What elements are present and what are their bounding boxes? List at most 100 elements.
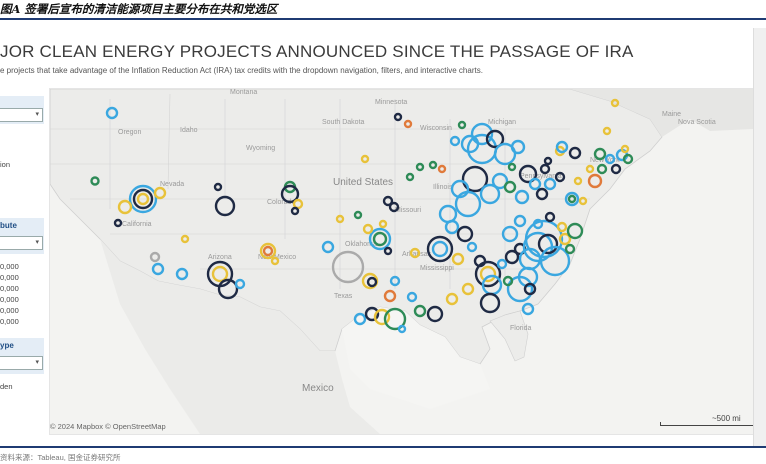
project-marker — [368, 227, 392, 251]
project-marker — [479, 265, 497, 283]
chevron-down-icon: ▾ — [35, 111, 39, 118]
project-marker — [593, 147, 607, 161]
project-marker — [514, 189, 530, 205]
bottom-rule — [0, 446, 766, 448]
project-map[interactable]: Montana Oregon Idaho Wyoming South Dakot… — [49, 88, 754, 435]
project-marker — [470, 122, 494, 146]
project-marker — [428, 160, 438, 170]
project-marker — [353, 312, 367, 326]
florida-land — [489, 310, 529, 362]
mexico-land — [100, 239, 380, 434]
map-label-missouri: Missouri — [395, 207, 422, 214]
map-label-oklahoma: Oklahoma — [345, 241, 377, 248]
chevron-down-icon: ▾ — [35, 359, 39, 366]
project-marker — [292, 198, 304, 210]
project-marker — [573, 176, 583, 186]
map-label-texas: Texas — [334, 293, 353, 300]
map-label-pennsylvania: Pennsylvania — [520, 173, 562, 180]
source-note: 资料来源：Tableau, 国金证券研究所 — [0, 453, 121, 462]
filter-dropdown-attribute[interactable]: ▾ — [0, 236, 43, 250]
project-marker — [388, 201, 400, 213]
project-marker — [335, 214, 345, 224]
project-marker — [496, 258, 508, 270]
filter-dropdown-1[interactable]: ▾ — [0, 108, 43, 122]
project-marker — [389, 275, 401, 287]
project-marker — [280, 184, 300, 204]
map-label-country: United States — [333, 177, 394, 188]
project-marker — [610, 163, 622, 175]
project-marker — [554, 171, 566, 183]
project-marker — [444, 219, 460, 235]
project-marker — [113, 218, 123, 228]
map-label-maine: Maine — [662, 111, 682, 118]
project-marker — [523, 282, 537, 296]
project-marker — [431, 240, 449, 258]
map-label-south-dakota: South Dakota — [322, 119, 365, 126]
project-marker — [566, 222, 584, 240]
project-marker — [105, 106, 119, 120]
state-borders — [50, 93, 610, 289]
scale-bar — [660, 422, 758, 426]
project-marker — [373, 308, 391, 326]
project-marker — [503, 180, 517, 194]
scale-label: ~500 mi — [712, 414, 741, 423]
project-marker — [383, 246, 393, 256]
project-marker — [450, 179, 470, 199]
project-marker — [513, 214, 527, 228]
canada-land — [50, 89, 753, 137]
project-marker — [461, 282, 475, 296]
project-marker — [383, 289, 397, 303]
project-marker — [504, 249, 520, 265]
page-title: JOR CLEAN ENERGY PROJECTS ANNOUNCED SINC… — [0, 42, 634, 61]
map-label-colorado: Colorado — [267, 199, 296, 206]
figure-caption: 图A 签署后宣布的清洁能源项目主要分布在共和党选区 — [0, 2, 278, 16]
project-marker — [454, 190, 482, 218]
project-marker — [558, 232, 572, 246]
project-marker — [321, 240, 335, 254]
project-marker — [362, 223, 374, 235]
project-marker — [117, 199, 133, 215]
project-marker — [479, 292, 501, 314]
project-marker — [426, 305, 444, 323]
project-marker — [372, 231, 388, 247]
gulf-water — [342, 307, 490, 409]
filter-dropdown-type[interactable]: ▾ — [0, 356, 43, 370]
project-marker — [537, 233, 559, 255]
filter-section-3: ype ▾ — [0, 338, 44, 374]
project-marker — [510, 139, 526, 155]
project-marker — [491, 172, 509, 190]
map-label-oregon: Oregon — [118, 129, 142, 136]
project-marker — [445, 292, 459, 306]
project-marker — [602, 126, 612, 136]
project-marker — [501, 225, 519, 243]
legend-value: 0,000 — [0, 317, 19, 326]
project-marker — [270, 256, 280, 266]
map-label-nova-scotia: Nova Scotia — [678, 119, 716, 126]
filter-label-type: ype — [0, 341, 14, 350]
project-marker — [543, 156, 553, 166]
project-marker — [585, 164, 595, 174]
project-marker — [206, 260, 234, 288]
map-label-arkansas: Arkansas — [402, 251, 432, 258]
filter-option-text: ion — [0, 160, 11, 169]
project-marker — [596, 163, 608, 175]
project-marker — [366, 276, 378, 288]
map-label-mexico: Mexico — [302, 383, 334, 394]
project-marker — [466, 241, 478, 253]
map-label-illinois: Illinois — [433, 184, 453, 191]
project-marker — [437, 164, 447, 174]
project-marker — [290, 206, 300, 216]
scrollbar[interactable] — [753, 28, 766, 446]
project-marker — [535, 187, 549, 201]
legend-value: 0,000 — [0, 295, 19, 304]
project-marker — [485, 129, 505, 149]
filter-section-1: ▾ — [0, 96, 44, 124]
map-attribution[interactable]: © 2024 Mapbox © OpenStreetMap — [50, 422, 166, 431]
filter-label-attribute: bute — [0, 221, 17, 230]
filter-section-2: bute ▾ — [0, 218, 44, 254]
project-marker — [382, 195, 394, 207]
project-marker — [353, 210, 363, 220]
project-marker — [409, 247, 421, 259]
project-marker — [415, 162, 425, 172]
legend-value: 0,000 — [0, 273, 19, 282]
